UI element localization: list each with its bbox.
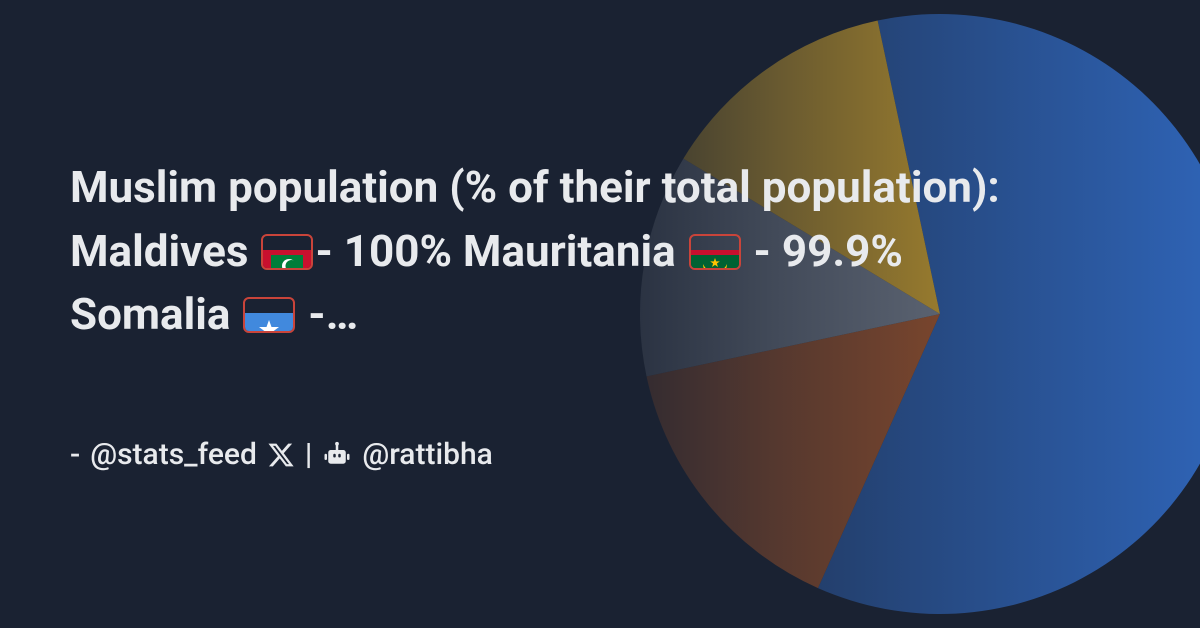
country-somalia: Somalia — [70, 288, 230, 340]
x-logo-icon — [267, 441, 295, 469]
content-block: Muslim population (% of their total popu… — [0, 0, 1200, 628]
value-2: … — [326, 288, 359, 340]
flag-somalia-icon — [243, 297, 295, 333]
value-1: 99.9% — [782, 225, 903, 277]
via-handle: @rattibha — [362, 437, 492, 472]
attribution-separator: | — [305, 437, 312, 472]
sep-0: - — [315, 225, 343, 277]
sep-1: - — [743, 225, 782, 277]
country-mauritania: Mauritania — [463, 225, 676, 277]
attribution-line: - @stats_feed | @rattibha — [70, 437, 1130, 472]
value-0: 100% — [344, 225, 452, 277]
country-maldives: Maldives — [70, 225, 249, 277]
headline-text: Muslim population (% of their total popu… — [70, 156, 1030, 347]
flag-mauritania-icon — [689, 234, 741, 270]
sep-2: - — [297, 288, 325, 340]
flag-maldives-icon — [261, 234, 313, 270]
source-handle: @stats_feed — [90, 437, 257, 472]
headline-prefix: Muslim population (% of their total popu… — [70, 161, 1000, 213]
attribution-dash: - — [70, 437, 80, 472]
robot-icon — [322, 440, 352, 470]
